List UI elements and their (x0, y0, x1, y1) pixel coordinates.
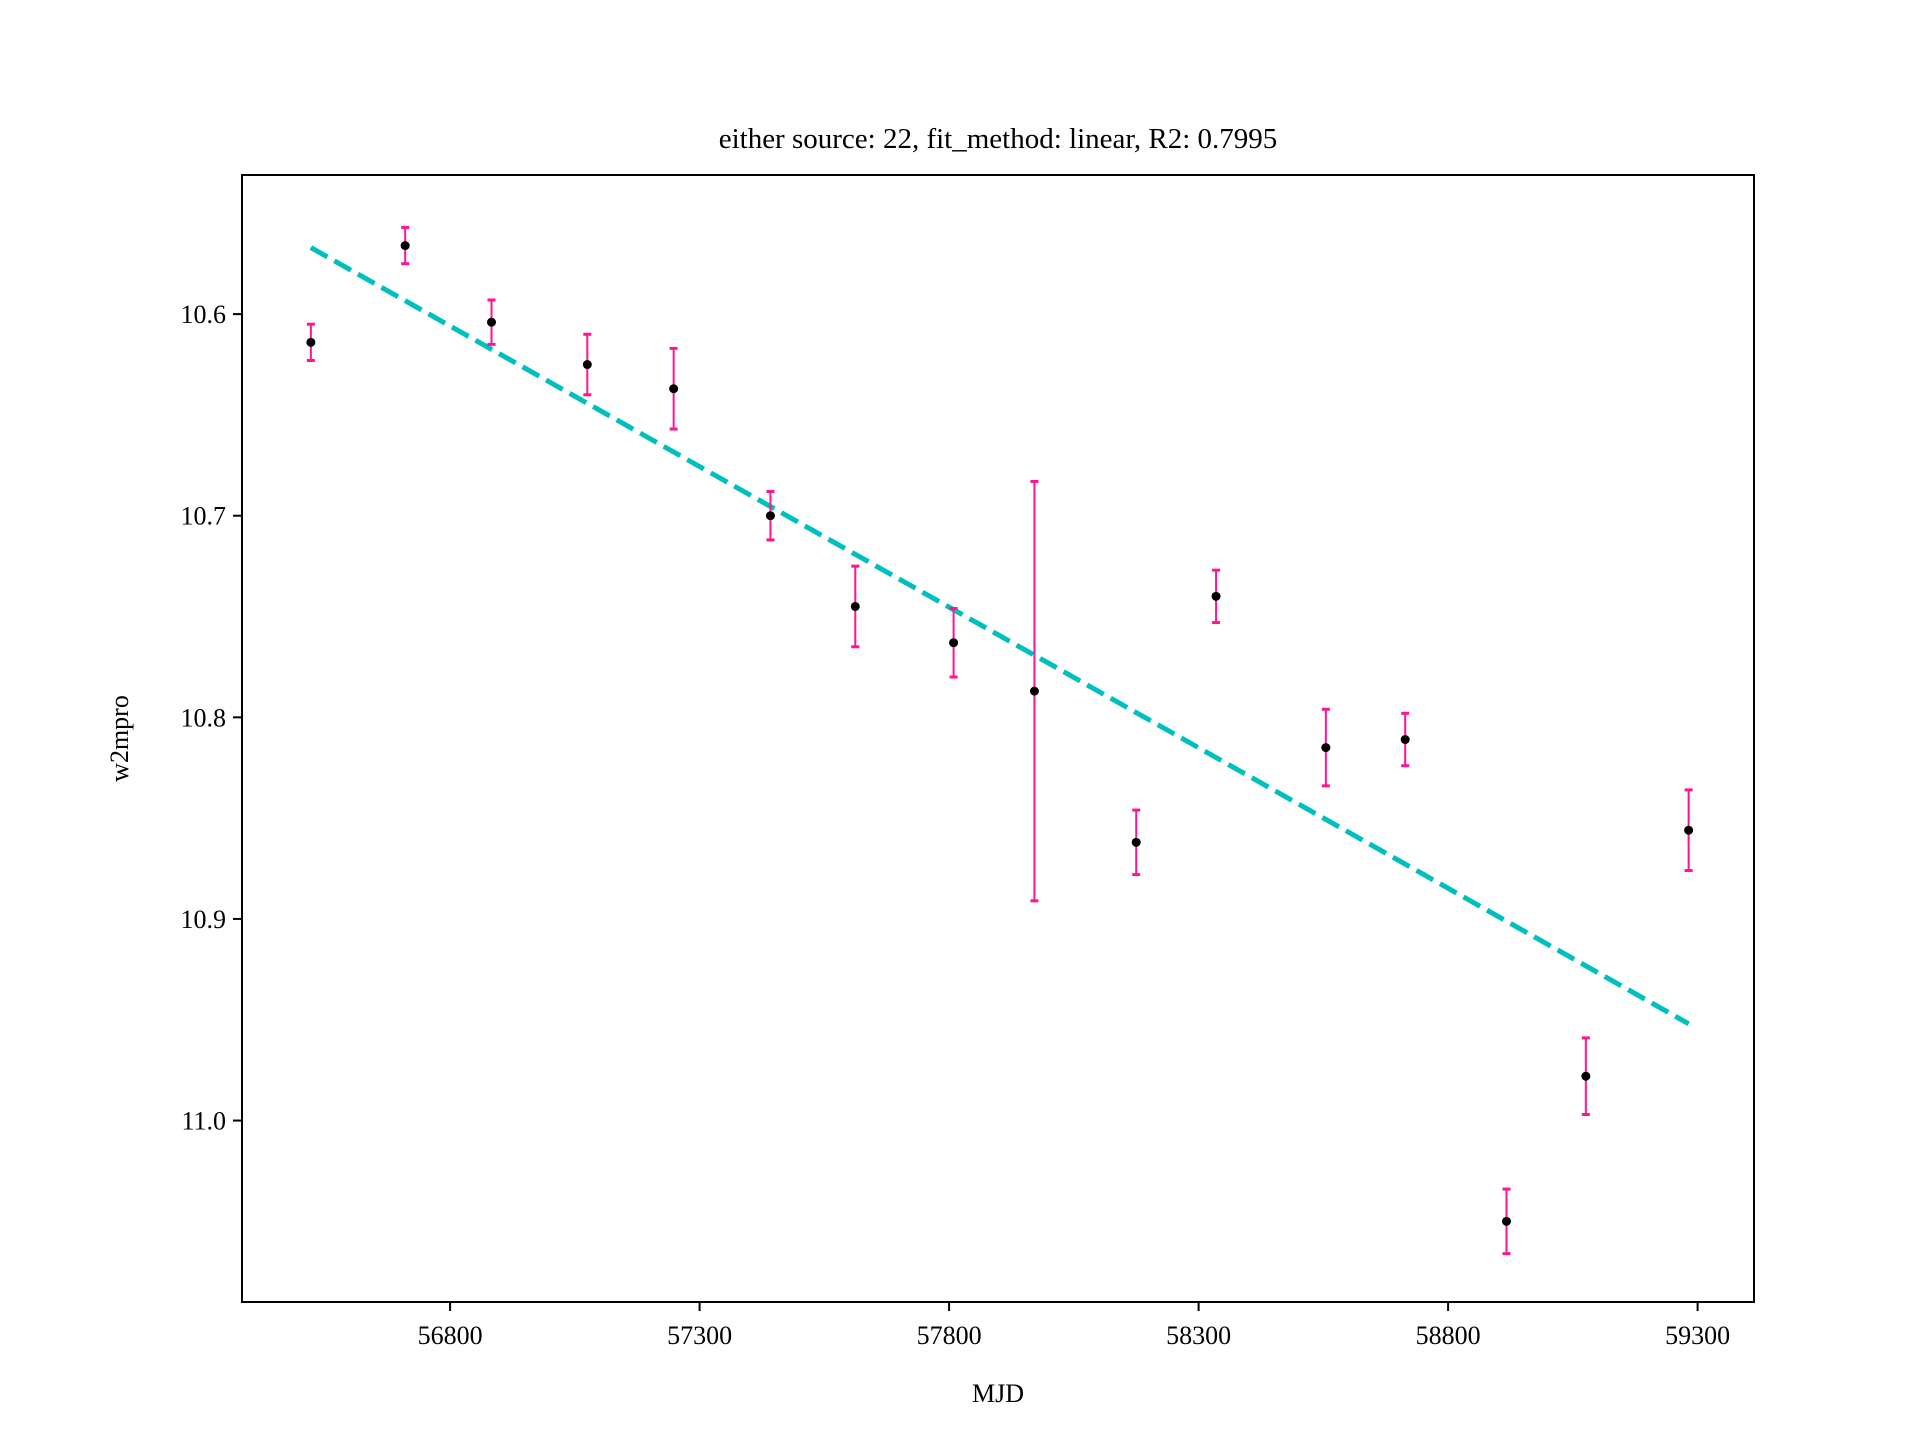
y-tick-label: 10.7 (181, 502, 227, 531)
x-tick-label: 58800 (1416, 1321, 1481, 1350)
data-point (765, 511, 775, 521)
data-point (1321, 743, 1331, 753)
x-axis-ticks: 56800 57300 57800 58300 58800 59300 (418, 1302, 1730, 1350)
plot-area-frame (241, 174, 1755, 1303)
y-axis-label: w2mpro (105, 695, 134, 782)
data-point (1400, 735, 1410, 745)
x-tick-label: 56800 (418, 1321, 483, 1350)
x-tick-label: 57800 (917, 1321, 982, 1350)
y-axis-ticks: 10.6 10.7 10.8 10.9 11.0 (181, 300, 242, 1136)
data-point (487, 317, 497, 327)
x-tick-label: 58300 (1166, 1321, 1231, 1350)
points-layer (306, 241, 1694, 1226)
x-axis-label: MJD (972, 1379, 1024, 1408)
data-point (400, 241, 410, 251)
data-point (1211, 591, 1221, 601)
x-tick-label: 57300 (667, 1321, 732, 1350)
data-point (850, 601, 860, 611)
chart-title: either source: 22, fit_method: linear, R… (719, 123, 1278, 155)
y-tick-label: 10.9 (181, 905, 227, 934)
y-tick-label: 10.8 (181, 703, 227, 732)
data-point (1029, 686, 1039, 696)
data-point (1131, 837, 1141, 847)
fit-line (309, 245, 1690, 1026)
data-point (1581, 1071, 1591, 1081)
data-point (582, 360, 592, 370)
data-point (1684, 825, 1694, 835)
data-point (306, 337, 316, 347)
y-tick-label: 11.0 (181, 1107, 226, 1136)
data-point (1501, 1216, 1511, 1226)
errorbar-layer (306, 225, 1693, 1256)
fit-layer (309, 245, 1690, 1026)
y-tick-label: 10.6 (181, 300, 227, 329)
data-point (949, 638, 959, 648)
data-point (669, 384, 679, 394)
x-tick-label: 59300 (1665, 1321, 1730, 1350)
